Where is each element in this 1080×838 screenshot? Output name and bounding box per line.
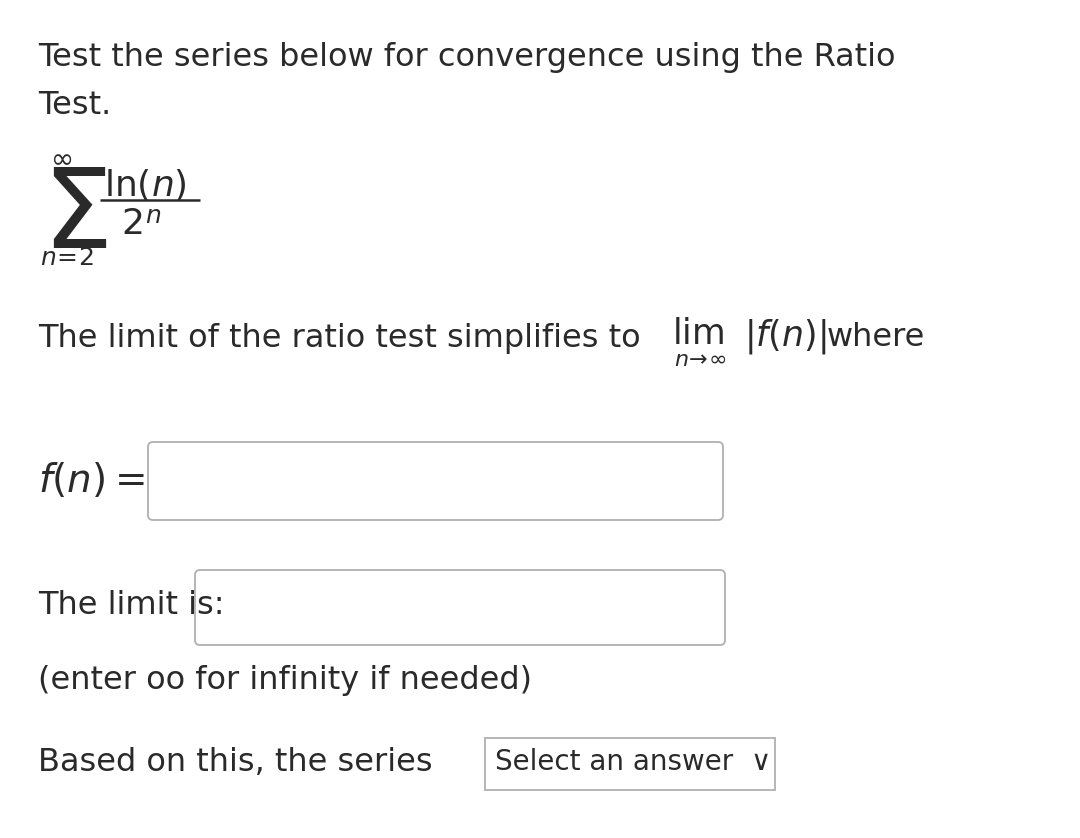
FancyBboxPatch shape [485, 738, 775, 790]
Text: $n$: $n$ [145, 204, 161, 228]
Text: $\mathrm{ln}(n)$: $\mathrm{ln}(n)$ [104, 167, 187, 203]
Text: $2$: $2$ [121, 207, 143, 241]
FancyBboxPatch shape [195, 570, 725, 645]
Text: Test.: Test. [38, 90, 111, 121]
Text: (enter oo for infinity if needed): (enter oo for infinity if needed) [38, 665, 532, 696]
Text: The limit of the ratio test simplifies to: The limit of the ratio test simplifies t… [38, 323, 640, 354]
Text: $f(n) =$: $f(n) =$ [38, 461, 145, 499]
Text: $n\!=\!2$: $n\!=\!2$ [40, 246, 94, 270]
Text: Select an answer  ∨: Select an answer ∨ [495, 748, 771, 776]
Text: $\Sigma$: $\Sigma$ [42, 164, 107, 272]
Text: Based on this, the series: Based on this, the series [38, 747, 433, 778]
Text: $\lim$: $\lim$ [672, 317, 724, 351]
Text: Test the series below for convergence using the Ratio: Test the series below for convergence us… [38, 42, 895, 73]
Text: where: where [827, 323, 926, 354]
Text: $\infty$: $\infty$ [50, 144, 72, 172]
Text: $n\!\rightarrow\!\infty$: $n\!\rightarrow\!\infty$ [674, 350, 727, 370]
Text: The limit is:: The limit is: [38, 589, 225, 620]
Text: $|f(n)|$: $|f(n)|$ [744, 317, 826, 355]
FancyBboxPatch shape [148, 442, 723, 520]
